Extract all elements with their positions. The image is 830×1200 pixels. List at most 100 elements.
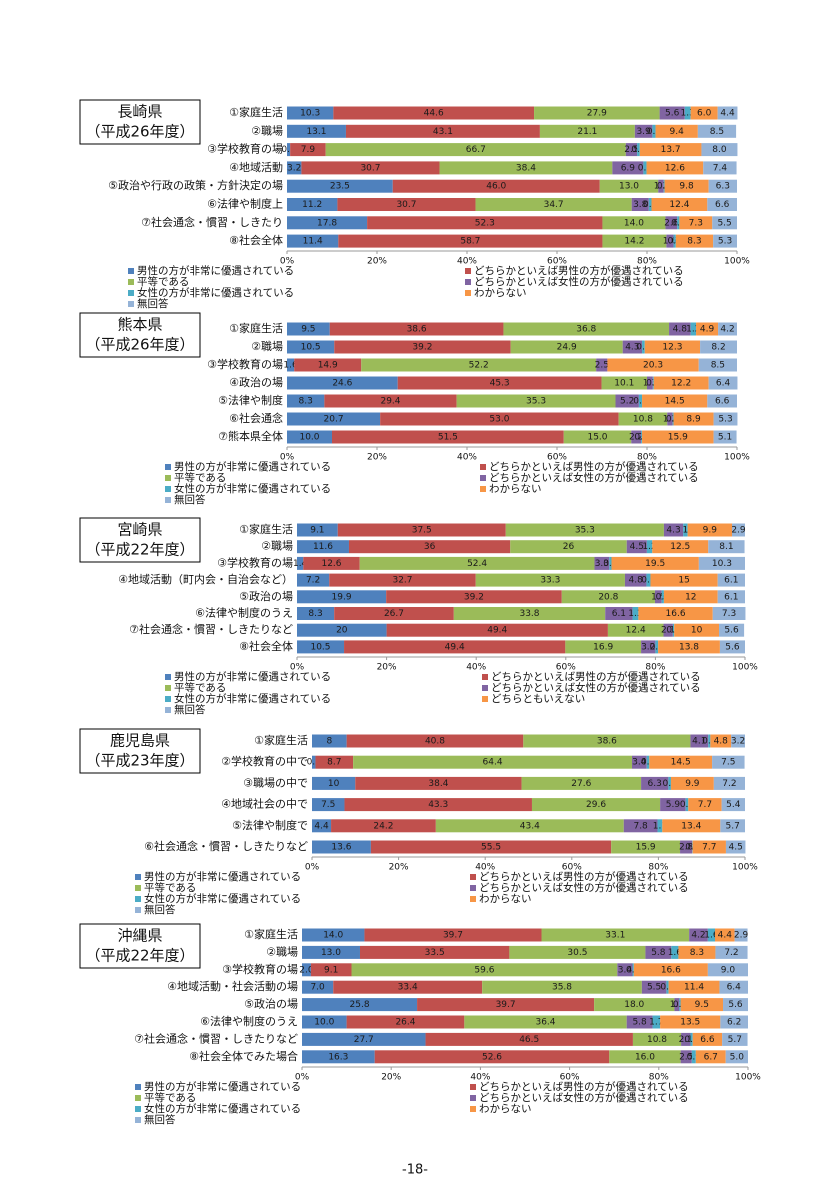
bar-segment bbox=[674, 623, 720, 637]
bar-segment bbox=[563, 430, 632, 444]
category-label: ②職場 bbox=[251, 124, 283, 137]
bar-segment bbox=[707, 198, 737, 211]
bar-segment bbox=[708, 540, 745, 554]
data-label: 66.7 bbox=[466, 145, 486, 155]
bar-segment bbox=[717, 590, 745, 604]
data-label: 4.4 bbox=[720, 109, 735, 119]
x-tick-label: 100% bbox=[732, 863, 758, 873]
legend-label: わからない bbox=[479, 893, 532, 905]
data-label: 5.4 bbox=[726, 800, 741, 810]
data-label: 14.0 bbox=[624, 218, 644, 228]
bar-segment bbox=[652, 540, 709, 554]
bar-segment bbox=[287, 161, 302, 175]
x-tick-label: 20% bbox=[367, 453, 387, 463]
bar-segment bbox=[297, 523, 338, 537]
bar-segment bbox=[707, 928, 715, 942]
data-label: 5.8 bbox=[651, 948, 666, 958]
bar-segment bbox=[698, 358, 737, 372]
bar-segment bbox=[348, 540, 511, 554]
bar-segment bbox=[708, 179, 737, 193]
bar-segment bbox=[665, 216, 678, 230]
legend-label: 男性の方が非常に優遇されている bbox=[174, 670, 331, 683]
data-label: 51.5 bbox=[438, 433, 458, 443]
data-label: 26.4 bbox=[395, 1018, 415, 1028]
bar-segment bbox=[297, 573, 330, 587]
data-label: 30.7 bbox=[360, 163, 380, 173]
bar-segment bbox=[287, 106, 334, 120]
legend-swatch bbox=[135, 874, 141, 880]
data-label: 0.6 bbox=[662, 779, 677, 789]
bar-segment bbox=[287, 322, 330, 336]
bar-segment bbox=[642, 430, 714, 444]
data-label: 0.5 bbox=[656, 592, 670, 602]
data-label: 0.5 bbox=[660, 983, 674, 993]
data-label: 13.0 bbox=[619, 182, 639, 192]
legend-swatch bbox=[470, 874, 476, 880]
data-label: 9.4 bbox=[670, 127, 685, 137]
bar-segment bbox=[644, 340, 701, 354]
bar-segment bbox=[714, 928, 735, 942]
data-label: 10.0 bbox=[299, 433, 319, 443]
category-label: ⑤法律や制度 bbox=[218, 393, 283, 407]
bar-segment bbox=[696, 322, 719, 336]
data-label: 6.1 bbox=[724, 592, 738, 602]
bar-segment bbox=[646, 540, 653, 554]
data-label: 8.3 bbox=[299, 397, 313, 407]
category-label: ⑧社会全体 bbox=[239, 639, 293, 653]
bar-segment bbox=[324, 394, 457, 408]
bar-segment bbox=[713, 234, 737, 248]
data-label: 5.7 bbox=[725, 821, 739, 831]
legend-label: 男性の方が非常に優遇されている bbox=[137, 264, 294, 277]
data-label: 12 bbox=[685, 592, 696, 602]
data-label: 6.4 bbox=[716, 379, 731, 389]
legend-label: 無回答 bbox=[174, 493, 206, 506]
data-label: 52.2 bbox=[469, 361, 489, 371]
bar-segment bbox=[679, 216, 713, 230]
legend-label: わからない bbox=[474, 287, 527, 299]
bar-segment bbox=[641, 640, 656, 654]
bar-segment bbox=[659, 106, 685, 120]
category-label: ②職場 bbox=[261, 540, 293, 553]
bar-segment bbox=[561, 590, 655, 604]
bar-segment bbox=[617, 963, 633, 977]
bar-segment bbox=[703, 161, 737, 175]
data-label: 27.6 bbox=[571, 779, 591, 789]
data-label: 1.6 bbox=[663, 237, 678, 247]
bar-segment bbox=[631, 430, 642, 444]
legend-label: 無回答 bbox=[144, 1113, 176, 1126]
bar-segment bbox=[646, 161, 704, 175]
data-label: 7.9 bbox=[301, 145, 316, 155]
bar-segment bbox=[301, 161, 440, 175]
data-label: 7.3 bbox=[689, 218, 703, 228]
bar-segment bbox=[690, 106, 718, 120]
bar-segment bbox=[722, 1032, 748, 1046]
data-label: 6.3 bbox=[648, 779, 662, 789]
data-label: 8.0 bbox=[712, 145, 727, 155]
x-tick-label: 20% bbox=[377, 663, 397, 673]
legend-label: 女性の方が非常に優遇されている bbox=[137, 286, 294, 299]
x-tick-label: 80% bbox=[645, 663, 665, 673]
bar-segment bbox=[338, 234, 603, 248]
data-label: 11.6 bbox=[313, 542, 333, 552]
bar-segment bbox=[331, 819, 436, 833]
data-label: 36.8 bbox=[576, 325, 596, 335]
bar-segment bbox=[329, 573, 476, 587]
bar-segment bbox=[534, 106, 660, 120]
data-label: 26 bbox=[563, 542, 575, 552]
legend-label: 男性の方が非常に優遇されている bbox=[174, 460, 331, 473]
data-label: 5.6 bbox=[724, 626, 739, 636]
x-tick-label: 40% bbox=[457, 257, 477, 267]
bar-segment bbox=[482, 980, 642, 994]
bar-segment bbox=[720, 1015, 748, 1029]
data-label: 0.2 bbox=[666, 415, 680, 425]
legend-swatch bbox=[480, 486, 486, 492]
data-label: 1.3 bbox=[628, 609, 642, 619]
bar-segment bbox=[708, 734, 711, 748]
bar-segment bbox=[690, 322, 697, 336]
data-label: 1.1 bbox=[653, 821, 667, 831]
data-label: 2.5 bbox=[595, 361, 609, 371]
data-label: 1.6 bbox=[668, 948, 683, 958]
bar-segment bbox=[664, 179, 709, 193]
data-label: 9.9 bbox=[703, 526, 718, 536]
data-label: 32.7 bbox=[392, 576, 412, 586]
